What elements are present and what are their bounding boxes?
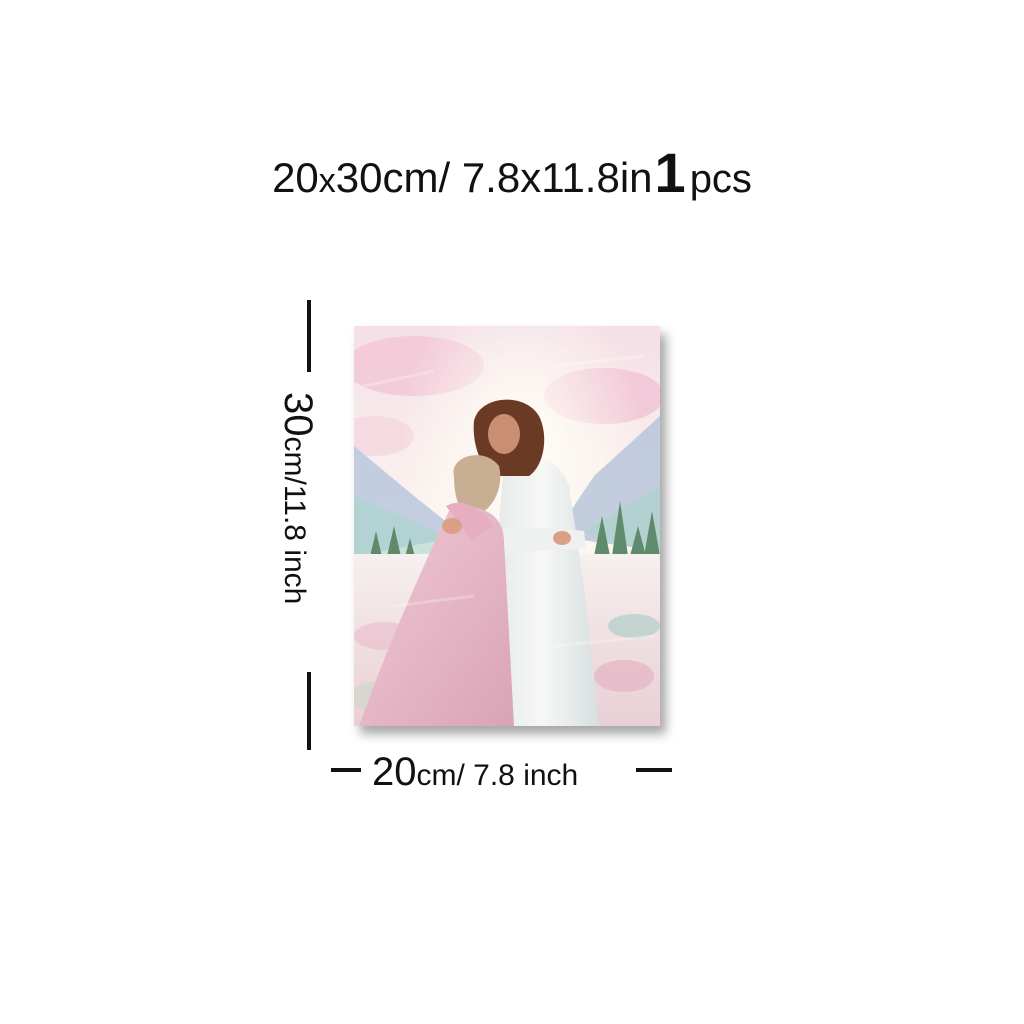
width-dimension-label: 20cm/ 7.8 inch [372, 750, 578, 795]
height-dimension-line-bottom [307, 672, 311, 750]
height-dimension-label: 30cm/11.8 inch [275, 392, 320, 604]
heading-part-2: x [318, 162, 336, 200]
width-unit: cm/ 7.8 inch [416, 759, 579, 792]
heading-quantity: 1 [654, 141, 686, 204]
height-value: 30 [276, 392, 320, 437]
heading-unit: pcs [689, 157, 752, 201]
width-dimension-line-right [636, 768, 672, 772]
height-unit: cm/11.8 inch [278, 436, 311, 605]
height-dimension-line-top [307, 300, 311, 372]
width-value: 20 [372, 750, 417, 794]
heading-part-3: 30cm/ 7.8x11.8in [335, 154, 653, 201]
width-dimension-line-left [331, 768, 361, 772]
heading-part-1: 20 [272, 154, 319, 201]
canvas-painting [354, 326, 660, 726]
painting-image [354, 326, 660, 726]
product-size-heading: 20x30cm/ 7.8x11.8in1 pcs [0, 140, 1024, 205]
